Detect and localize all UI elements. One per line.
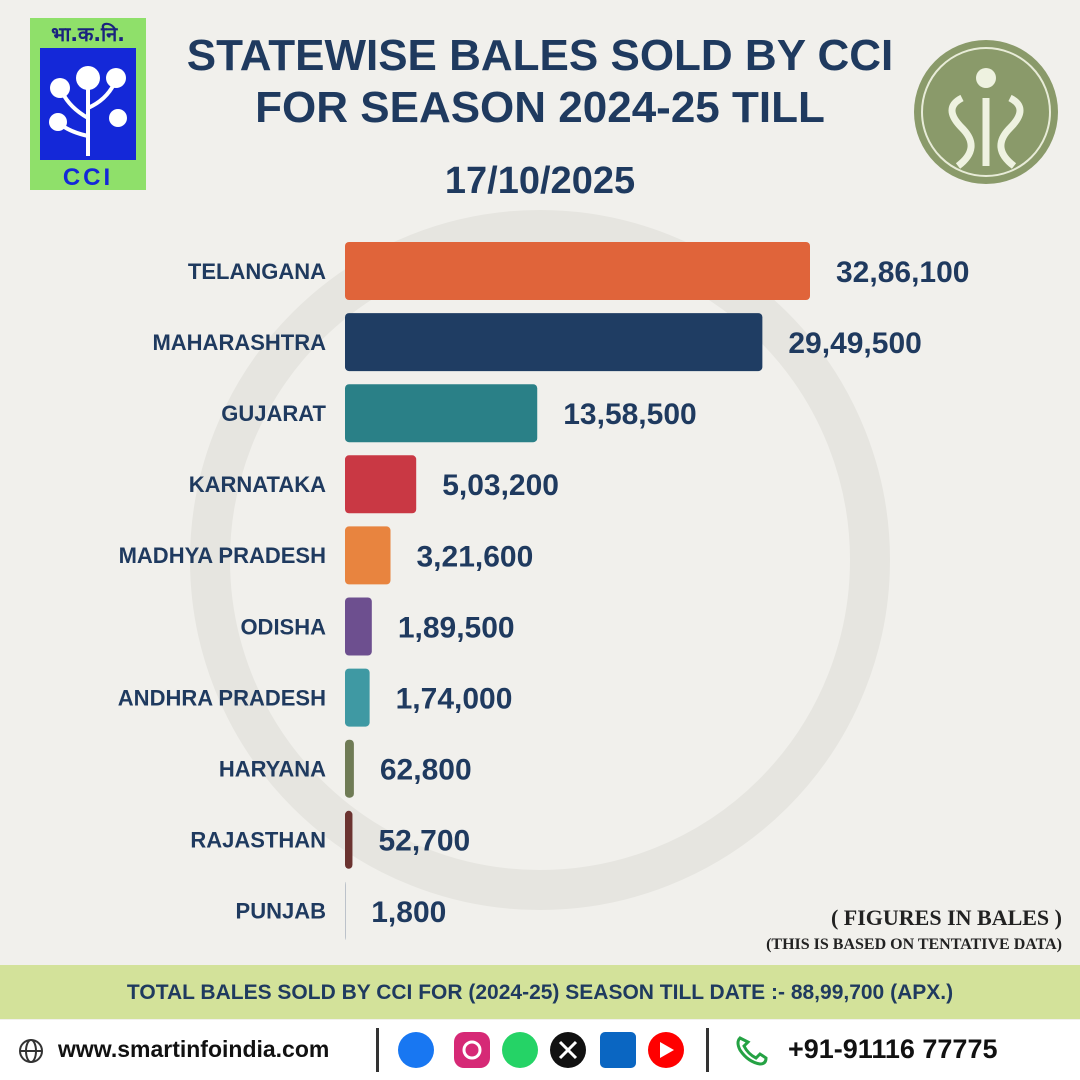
cci-logo: भा.क.नि. CCI [30,18,146,191]
logo-bottom-text: CCI [62,164,114,191]
bar [345,313,763,372]
value-label: 5,03,200 [442,469,559,502]
website[interactable]: www.smartinfoindia.com [58,1036,330,1062]
value-label: 13,58,500 [563,398,696,431]
category-label: RAJASTHAN [190,828,326,853]
instagram-icon[interactable] [454,1032,490,1068]
category-label: TELANGANA [188,259,326,284]
bar [345,242,810,300]
chart-title: STATEWISE BALES SOLD BY CCI FOR SEASON 2… [186,31,894,132]
watermark-ring [190,210,890,910]
chart: TELANGANA 32,86,100 MAHARASHTRA 29,49,500 GU… [118,242,969,940]
category-label: ANDHRA PRADESH [118,685,326,710]
whatsapp-icon[interactable] [502,1032,538,1068]
bar [345,597,372,656]
bar [345,384,538,443]
bar [345,668,370,727]
bar [345,526,391,585]
linkedin-icon[interactable] [600,1032,636,1068]
value-label: 29,49,500 [788,327,921,360]
category-label: MAHARASHTRA [152,330,326,355]
logo-top-text: भा.क.नि. [51,22,125,46]
category-label: KARNATAKA [189,472,326,497]
globe-icon [19,1039,43,1063]
note-tentative: (THIS IS BASED ON TENTATIVE DATA) [766,936,1062,953]
category-label: HARYANA [219,757,326,782]
chart-subtitle: 17/10/2025 [444,160,636,202]
cotton-plant [49,66,127,156]
value-label: 1,89,500 [398,611,515,644]
facebook-icon[interactable] [398,1032,434,1068]
logo-emblem [40,48,136,160]
value-label: 3,21,600 [417,540,534,573]
value-label: 1,800 [371,896,446,929]
phone-icon [736,1036,768,1066]
divider [706,1028,709,1072]
phone[interactable]: +91-91116 77775 [788,1034,998,1064]
total-banner: TOTAL BALES SOLD BY CCI FOR (2024-25) SE… [0,965,1080,1019]
note-units: ( FIGURES IN BALES ) [830,905,1062,930]
social-icons [398,1032,684,1068]
bar [345,739,354,798]
value-label: 32,86,100 [836,256,969,289]
bar [345,455,417,514]
category-label: PUNJAB [236,899,326,924]
sis-logo [914,40,1058,184]
value-label: 62,800 [380,754,472,787]
bar [345,810,353,869]
value-label: 1,74,000 [396,683,513,716]
divider [376,1028,379,1072]
value-label: 52,700 [378,825,470,858]
category-label: MADHYA PRADESH [119,543,326,568]
footer: www.smartinfoindia.com +91-91116 77775 [0,1020,1080,1080]
category-label: GUJARAT [221,401,326,426]
category-label: ODISHA [240,614,326,639]
